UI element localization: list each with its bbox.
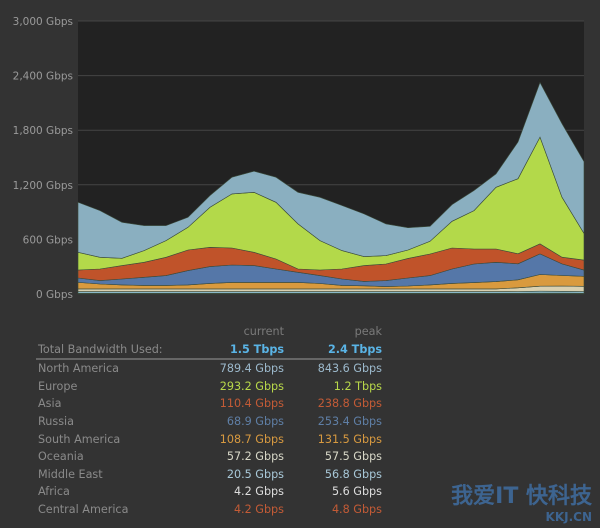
watermark-en: KKJ.CN — [545, 510, 592, 524]
y-tick-label: 3,000 Gbps — [13, 16, 73, 28]
region-current: 57.2 Gbps — [226, 450, 284, 464]
table-row-middle-east: Middle East 20.5 Gbps 56.8 Gbps — [36, 466, 382, 484]
region-current: 4.2 Gbps — [233, 502, 284, 516]
region-peak: 4.8 Gbps — [331, 502, 382, 516]
region-peak: 1.2 Tbps — [333, 379, 382, 393]
region-current: 68.9 Gbps — [226, 414, 284, 428]
table-row-asia: Asia 110.4 Gbps 238.8 Gbps — [36, 395, 382, 413]
bandwidth-stacked-area-chart: 0 Gbps 600 Gbps 1,200 Gbps 1,800 Gbps 2,400 … — [13, 16, 585, 301]
region-label: Oceania — [38, 450, 84, 464]
total-row: Total Bandwidth Used: 1.5 Tbps 2.4 Tbps — [36, 340, 382, 361]
region-label: Africa — [38, 485, 70, 499]
table-row-north-america: North America 789.4 Gbps 843.6 Gbps — [36, 359, 382, 378]
column-header-peak: peak — [354, 325, 382, 338]
region-current: 789.4 Gbps — [219, 362, 284, 376]
table-row-russia: Russia 68.9 Gbps 253.4 Gbps — [36, 413, 382, 431]
region-peak: 238.8 Gbps — [317, 397, 382, 411]
total-current: 1.5 Tbps — [208, 340, 284, 361]
table-row-south-america: South America 108.7 Gbps 131.5 Gbps — [36, 431, 382, 449]
table-row-europe: Europe 293.2 Gbps 1.2 Tbps — [36, 378, 382, 396]
y-tick-label: 0 Gbps — [36, 289, 73, 301]
region-peak: 843.6 Gbps — [317, 362, 382, 376]
region-peak: 56.8 Gbps — [324, 467, 382, 481]
total-peak: 2.4 Tbps — [284, 340, 382, 361]
region-current: 20.5 Gbps — [226, 467, 284, 481]
watermark-cn: 我爱IT 快科技 — [451, 484, 592, 509]
region-label: South America — [38, 432, 121, 446]
region-label: Europe — [38, 379, 78, 393]
region-label: Middle East — [38, 467, 103, 481]
y-tick-label: 600 Gbps — [23, 234, 73, 246]
y-tick-label: 1,200 Gbps — [13, 180, 73, 192]
table-row-central-america: Central America 4.2 Gbps 4.8 Gbps — [36, 501, 382, 519]
table-row-africa: Africa 4.2 Gbps 5.6 Gbps — [36, 483, 382, 501]
region-current: 110.4 Gbps — [219, 397, 284, 411]
region-current: 4.2 Gbps — [233, 485, 284, 499]
y-tick-label: 1,800 Gbps — [13, 125, 73, 137]
region-label: North America — [38, 362, 119, 376]
region-peak: 57.5 Gbps — [324, 450, 382, 464]
y-tick-label: 2,400 Gbps — [13, 71, 73, 83]
region-peak: 253.4 Gbps — [317, 414, 382, 428]
total-label: Total Bandwidth Used: — [36, 340, 208, 361]
table-header-row: current peak — [36, 323, 382, 341]
column-header-current: current — [243, 325, 284, 338]
table-row-oceania: Oceania 57.2 Gbps 57.5 Gbps — [36, 448, 382, 466]
bandwidth-table: current peak Total Bandwidth Used: 1.5 T… — [36, 323, 382, 519]
region-peak: 5.6 Gbps — [331, 485, 382, 499]
area-north-america — [77, 81, 585, 259]
region-label: Asia — [38, 397, 62, 411]
region-current: 108.7 Gbps — [219, 432, 284, 446]
region-current: 293.2 Gbps — [219, 379, 284, 393]
watermark-logo: 我爱IT 快科技 KKJ.CN — [451, 478, 592, 524]
region-peak: 131.5 Gbps — [317, 432, 382, 446]
region-label: Russia — [38, 414, 74, 428]
region-label: Central America — [38, 502, 129, 516]
